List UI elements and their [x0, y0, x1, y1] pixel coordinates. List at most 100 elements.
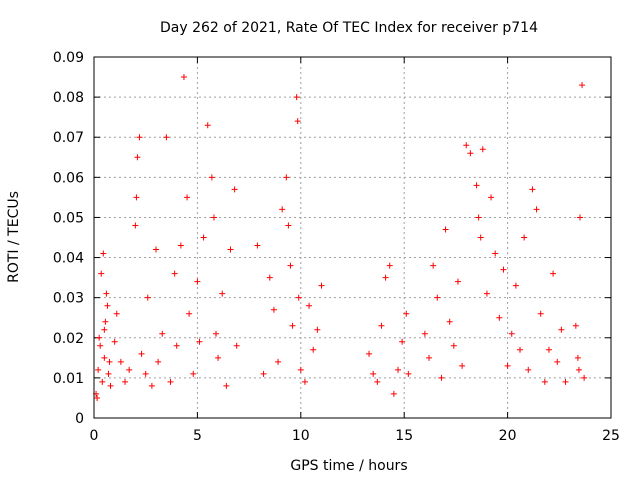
data-point — [576, 214, 583, 221]
plot-frame — [93, 56, 612, 419]
data-point — [111, 338, 118, 345]
data-point — [394, 366, 401, 373]
y-tick-label: 0.02 — [53, 331, 84, 347]
data-point — [233, 342, 240, 349]
data-point — [219, 290, 226, 297]
data-point — [459, 362, 466, 369]
data-point — [562, 378, 569, 385]
data-point — [405, 370, 412, 377]
data-point — [101, 354, 108, 361]
x-axis-label: GPS time / hours — [290, 458, 407, 474]
data-point — [558, 326, 565, 333]
data-point — [94, 394, 101, 401]
data-point — [374, 378, 381, 385]
data-point — [426, 354, 433, 361]
data-point — [541, 378, 548, 385]
data-point — [204, 122, 211, 129]
data-point — [314, 326, 321, 333]
data-point — [370, 370, 377, 377]
data-point — [301, 378, 308, 385]
data-point — [136, 134, 143, 141]
data-point — [537, 310, 544, 317]
data-point — [97, 342, 104, 349]
data-point — [227, 246, 234, 253]
data-point — [144, 294, 151, 301]
x-tick-label: 10 — [292, 428, 310, 444]
data-point — [285, 222, 292, 229]
data-point — [289, 322, 296, 329]
data-point — [133, 194, 140, 201]
data-point — [504, 362, 511, 369]
data-point — [500, 266, 507, 273]
data-point — [208, 174, 215, 181]
data-point — [517, 346, 524, 353]
data-point — [581, 374, 588, 381]
data-point — [550, 270, 557, 277]
data-point — [575, 366, 582, 373]
data-point — [104, 302, 111, 309]
data-point — [366, 350, 373, 357]
data-point — [102, 318, 109, 325]
data-point — [134, 154, 141, 161]
data-point — [446, 318, 453, 325]
data-point — [399, 338, 406, 345]
data-point — [177, 242, 184, 249]
data-point — [579, 82, 586, 89]
data-point — [210, 214, 217, 221]
data-point — [159, 330, 166, 337]
data-point — [194, 278, 201, 285]
data-point — [442, 226, 449, 233]
data-point — [467, 150, 474, 157]
data-point — [107, 382, 114, 389]
data-point — [293, 94, 300, 101]
y-tick-label: 0.05 — [53, 210, 84, 226]
data-point — [512, 282, 519, 289]
y-axis-label: ROTI / TECUs — [6, 191, 22, 283]
data-point — [529, 186, 536, 193]
data-point — [450, 342, 457, 349]
data-point — [106, 358, 113, 365]
data-point — [434, 294, 441, 301]
data-point — [477, 234, 484, 241]
data-point — [572, 322, 579, 329]
x-tick-label: 25 — [602, 428, 620, 444]
axis-ticks: 0 0.01 0.02 0.03 0.04 0.05 0.06 0.07 0.08 0.09 0 5 1… — [53, 50, 620, 444]
data-point — [186, 310, 193, 317]
data-point — [382, 274, 389, 281]
data-point — [306, 302, 313, 309]
x-tick-label: 15 — [395, 428, 413, 444]
data-point — [105, 370, 112, 377]
data-point — [180, 74, 187, 81]
data-point — [173, 342, 180, 349]
data-point — [100, 250, 107, 257]
data-point — [479, 146, 486, 153]
data-point — [283, 174, 290, 181]
data-point — [483, 290, 490, 297]
data-point — [95, 366, 102, 373]
data-point — [533, 206, 540, 213]
data-point — [297, 366, 304, 373]
data-point — [574, 354, 581, 361]
data-point — [310, 346, 317, 353]
data-point — [492, 250, 499, 257]
data-point — [213, 330, 220, 337]
data-point — [508, 330, 515, 337]
data-point — [488, 194, 495, 201]
grid-lines — [94, 57, 611, 418]
data-point — [421, 330, 428, 337]
data-point — [473, 182, 480, 189]
data-points — [93, 74, 588, 401]
data-point — [525, 366, 532, 373]
data-point — [132, 222, 139, 229]
data-point — [184, 194, 191, 201]
data-point — [521, 234, 528, 241]
data-point — [496, 314, 503, 321]
data-point — [463, 142, 470, 149]
data-point — [231, 186, 238, 193]
data-point — [403, 310, 410, 317]
data-point — [163, 134, 170, 141]
data-point — [438, 374, 445, 381]
data-point — [190, 370, 197, 377]
